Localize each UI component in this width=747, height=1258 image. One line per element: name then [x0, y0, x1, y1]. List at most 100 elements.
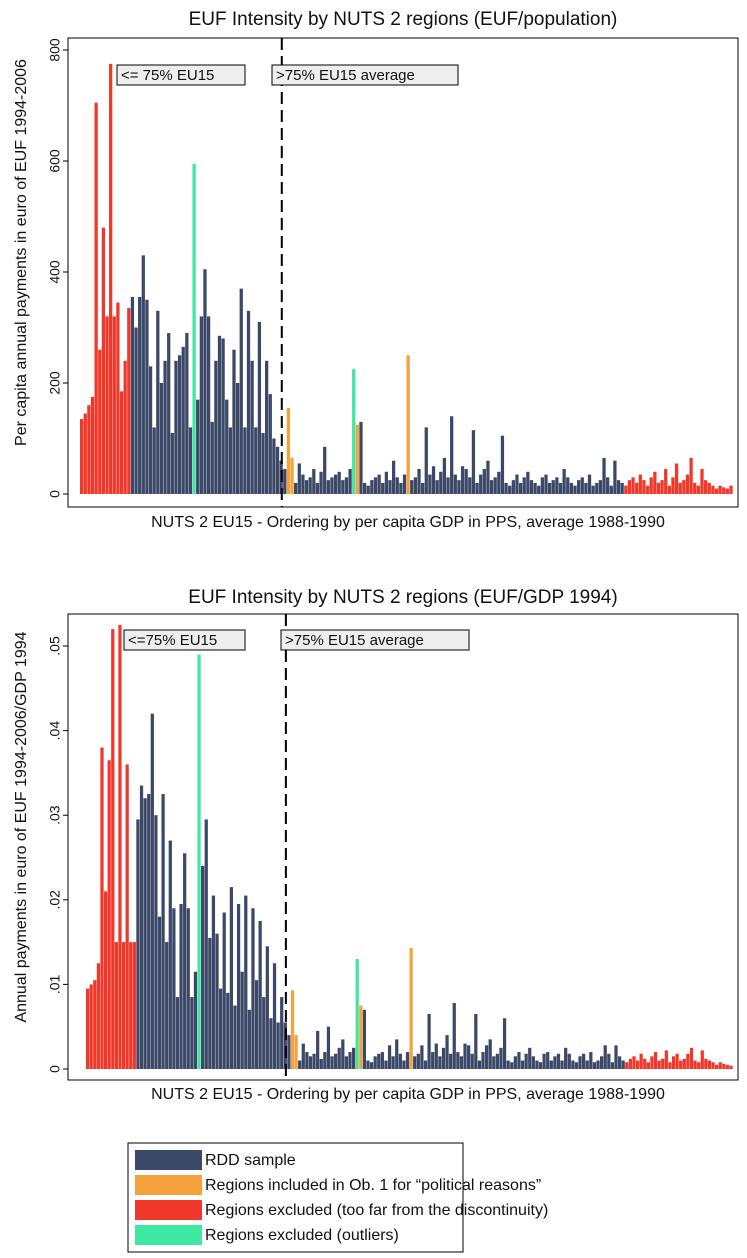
- bar: [121, 942, 126, 1069]
- bar: [682, 1058, 686, 1069]
- bar: [520, 1060, 525, 1069]
- bar: [540, 477, 544, 494]
- bar: [152, 427, 156, 494]
- bar: [211, 895, 216, 1069]
- bar: [351, 1047, 356, 1069]
- bar: [286, 407, 291, 494]
- bar: [89, 984, 93, 1069]
- y-tick-label: 200: [47, 371, 63, 395]
- bar: [558, 482, 563, 494]
- bar: [628, 1058, 632, 1069]
- bar: [650, 1056, 654, 1069]
- bar: [413, 1056, 417, 1069]
- bar: [631, 477, 635, 494]
- bar: [377, 474, 381, 494]
- bar: [686, 1053, 690, 1069]
- bar: [218, 988, 223, 1069]
- bar: [571, 1060, 575, 1069]
- bar: [185, 333, 189, 494]
- bar: [456, 1052, 460, 1069]
- bar: [711, 485, 715, 494]
- bar: [197, 654, 201, 1069]
- bar: [632, 1056, 636, 1069]
- bar: [359, 421, 363, 494]
- bar: [145, 299, 149, 494]
- bar: [323, 1052, 327, 1069]
- bar: [585, 1060, 589, 1069]
- bar: [535, 1060, 539, 1069]
- bar: [592, 1062, 597, 1069]
- bar: [308, 1056, 313, 1069]
- bar: [201, 865, 205, 1069]
- bar: [150, 713, 154, 1069]
- legend-label: Regions excluded (too far from the disco…: [205, 1202, 548, 1219]
- plot-frame: [67, 613, 739, 1081]
- bar: [685, 474, 690, 494]
- legend-swatch: [135, 1175, 202, 1195]
- bar: [183, 853, 187, 1069]
- bar: [134, 327, 138, 494]
- bar: [280, 997, 284, 1069]
- bar: [83, 413, 87, 494]
- bar: [638, 474, 642, 494]
- bar: [653, 1052, 658, 1069]
- bar: [341, 480, 345, 494]
- bar: [344, 1056, 349, 1069]
- bar: [656, 482, 661, 494]
- bar: [105, 316, 109, 494]
- bar: [635, 482, 639, 494]
- bar: [450, 416, 454, 494]
- bar: [308, 477, 312, 494]
- bar: [254, 427, 258, 494]
- bar: [294, 482, 298, 494]
- bar: [362, 1009, 367, 1069]
- bar: [132, 942, 136, 1069]
- bar: [312, 1053, 316, 1069]
- legend-swatch: [135, 1150, 202, 1170]
- bar: [609, 485, 613, 494]
- bar: [114, 942, 118, 1069]
- chart-title: EUF Intensity by NUTS 2 regions (EUF/pop…: [189, 9, 618, 30]
- bar: [729, 1065, 733, 1069]
- bar: [214, 360, 218, 494]
- y-tick-label: .02: [47, 890, 63, 910]
- bar: [355, 959, 359, 1069]
- bar: [312, 469, 316, 494]
- bar: [517, 1052, 521, 1069]
- bar: [499, 1047, 503, 1069]
- bar: [156, 310, 160, 494]
- bar: [179, 904, 183, 1069]
- bar: [508, 485, 512, 494]
- bar: [366, 485, 370, 494]
- bar: [718, 1062, 722, 1069]
- bar: [341, 1039, 345, 1069]
- bar: [275, 446, 280, 494]
- annotation-box: [116, 64, 246, 86]
- bar: [438, 1056, 442, 1069]
- bar: [129, 942, 133, 1069]
- bar: [531, 1056, 535, 1069]
- bar: [348, 1052, 352, 1069]
- bar: [671, 1056, 676, 1069]
- bar: [402, 1060, 406, 1069]
- bar: [250, 360, 254, 494]
- bar: [221, 338, 225, 494]
- bar: [315, 482, 320, 494]
- bar: [388, 480, 392, 494]
- bar: [613, 460, 617, 494]
- bar: [668, 1062, 672, 1069]
- bar: [598, 480, 603, 494]
- bar: [682, 480, 686, 494]
- bar: [495, 1053, 500, 1069]
- bar: [226, 992, 230, 1069]
- bar: [482, 469, 486, 494]
- bar: [247, 1009, 251, 1069]
- y-axis-label: Per capita annual payments in euro of EU…: [13, 59, 30, 446]
- bar: [524, 1053, 528, 1069]
- bar: [159, 383, 164, 494]
- bar: [664, 1050, 668, 1069]
- bar: [190, 997, 194, 1069]
- bar: [538, 1062, 543, 1069]
- legend-label: Regions excluded (outliers): [205, 1227, 399, 1244]
- bar: [643, 1058, 647, 1069]
